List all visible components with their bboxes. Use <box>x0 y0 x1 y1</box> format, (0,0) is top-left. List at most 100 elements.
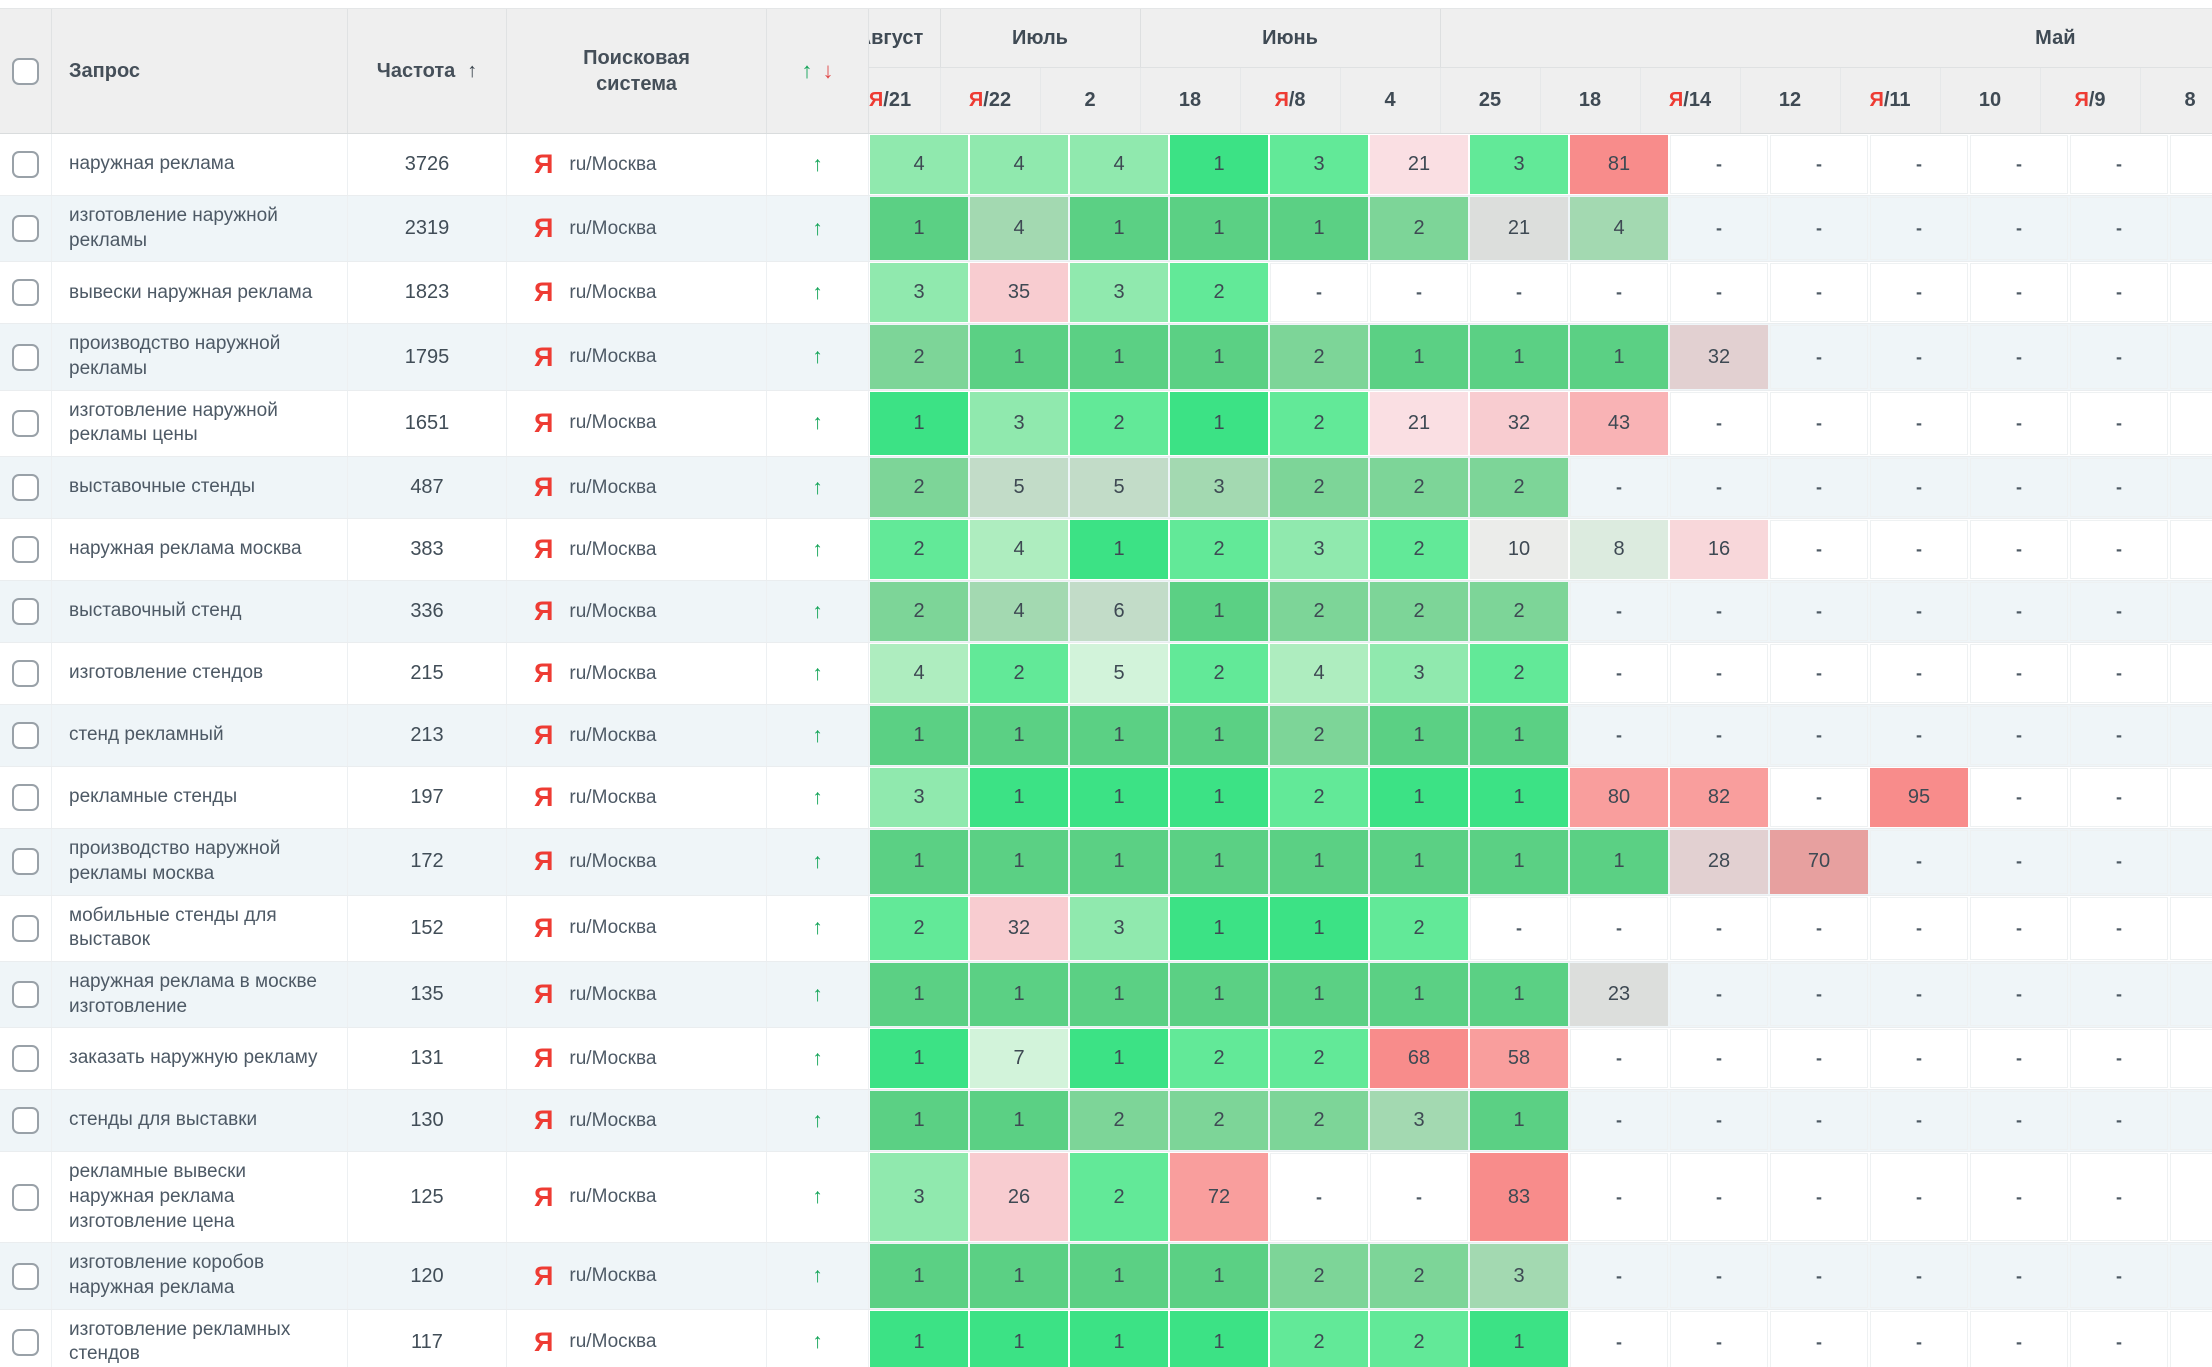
row-checkbox[interactable] <box>12 1328 39 1356</box>
position-cell[interactable]: - <box>1870 830 1968 894</box>
position-cell[interactable]: - <box>2070 1310 2168 1367</box>
position-cell[interactable]: - <box>2170 197 2212 261</box>
position-cell[interactable]: - <box>2170 135 2212 194</box>
position-cell[interactable]: - <box>1670 896 1768 960</box>
position-cell[interactable]: - <box>1770 263 1868 323</box>
position-cell[interactable]: - <box>1570 1091 1668 1151</box>
position-cell[interactable]: 1 <box>1570 325 1668 389</box>
position-cell[interactable]: 1 <box>1070 830 1168 894</box>
position-cell[interactable]: - <box>1770 768 1868 828</box>
row-checkbox[interactable] <box>12 722 39 750</box>
position-cell[interactable]: 1 <box>870 830 968 894</box>
row-checkbox[interactable] <box>12 409 39 437</box>
position-cell[interactable]: - <box>2170 962 2212 1027</box>
position-cell[interactable]: - <box>2070 325 2168 389</box>
position-cell[interactable]: 4 <box>970 135 1068 194</box>
position-cell[interactable]: - <box>1870 135 1968 194</box>
position-cell[interactable]: - <box>1770 706 1868 766</box>
query-cell[interactable]: наружная реклама в москве изготовление <box>52 961 348 1028</box>
position-cell[interactable]: - <box>1670 135 1768 194</box>
position-cell[interactable]: 5 <box>1070 458 1168 518</box>
position-cell[interactable]: - <box>1970 391 2068 456</box>
position-cell[interactable]: 3 <box>1470 1244 1568 1308</box>
position-cell[interactable]: 3 <box>1070 263 1168 323</box>
position-cell[interactable]: - <box>1570 706 1668 766</box>
position-cell[interactable]: - <box>1770 197 1868 261</box>
position-cell[interactable]: - <box>2070 391 2168 456</box>
position-cell[interactable]: 1 <box>970 830 1068 894</box>
position-cell[interactable]: - <box>1870 1310 1968 1367</box>
position-cell[interactable]: 1 <box>1170 830 1268 894</box>
position-cell[interactable]: 1 <box>970 768 1068 828</box>
position-cell[interactable]: - <box>1970 582 2068 642</box>
position-cell[interactable]: - <box>1970 1244 2068 1308</box>
position-cell[interactable]: 1 <box>1370 325 1468 389</box>
row-checkbox[interactable] <box>12 1045 39 1073</box>
position-cell[interactable]: 1 <box>870 1091 968 1151</box>
position-cell[interactable]: - <box>1770 391 1868 456</box>
position-cell[interactable]: 72 <box>1170 1153 1268 1242</box>
position-cell[interactable]: 1 <box>1170 896 1268 960</box>
date-column-header[interactable]: Я/21 <box>869 68 941 133</box>
query-cell[interactable]: производство наружной рекламы <box>52 324 348 390</box>
position-cell[interactable]: - <box>2070 1244 2168 1308</box>
position-cell[interactable]: - <box>1670 1310 1768 1367</box>
position-cell[interactable]: 1 <box>1470 768 1568 828</box>
position-cell[interactable]: 1 <box>970 1091 1068 1151</box>
position-cell[interactable]: - <box>2170 582 2212 642</box>
position-cell[interactable]: 2 <box>1370 1310 1468 1367</box>
position-cell[interactable]: 3 <box>1370 644 1468 704</box>
position-cell[interactable]: 1 <box>1170 325 1268 389</box>
position-cell[interactable]: 1 <box>1270 962 1368 1027</box>
position-cell[interactable]: - <box>1770 1310 1868 1367</box>
position-cell[interactable]: 1 <box>1370 706 1468 766</box>
position-cell[interactable]: - <box>1870 896 1968 960</box>
date-column-header[interactable]: 18 <box>1141 68 1241 133</box>
position-cell[interactable]: 58 <box>1470 1029 1568 1089</box>
row-checkbox[interactable] <box>12 215 39 243</box>
position-cell[interactable]: 2 <box>1470 458 1568 518</box>
query-cell[interactable]: выставочные стенды <box>52 457 348 519</box>
position-cell[interactable]: 2 <box>1170 520 1268 580</box>
position-cell[interactable]: 1 <box>1170 706 1268 766</box>
position-cell[interactable]: - <box>1770 520 1868 580</box>
position-cell[interactable]: - <box>1870 582 1968 642</box>
position-cell[interactable]: 1 <box>1370 962 1468 1027</box>
position-cell[interactable]: - <box>2170 830 2212 894</box>
position-cell[interactable]: - <box>1570 1244 1668 1308</box>
position-cell[interactable]: - <box>1670 197 1768 261</box>
position-cell[interactable]: 1 <box>1570 830 1668 894</box>
position-cell[interactable]: 70 <box>1770 830 1868 894</box>
position-cell[interactable]: - <box>1970 1153 2068 1242</box>
position-cell[interactable]: - <box>1970 263 2068 323</box>
position-cell[interactable]: - <box>1870 1091 1968 1151</box>
position-cell[interactable]: 2 <box>1370 1244 1468 1308</box>
position-cell[interactable]: - <box>2070 135 2168 194</box>
position-cell[interactable]: 1 <box>1270 896 1368 960</box>
position-cell[interactable]: 3 <box>870 1153 968 1242</box>
position-cell[interactable]: - <box>1270 1153 1368 1242</box>
position-cell[interactable]: 28 <box>1670 830 1768 894</box>
row-checkbox[interactable] <box>12 598 39 626</box>
position-cell[interactable]: 1 <box>1070 1310 1168 1367</box>
position-cell[interactable]: - <box>2170 896 2212 960</box>
position-cell[interactable]: 2 <box>1370 197 1468 261</box>
position-cell[interactable]: - <box>1870 197 1968 261</box>
position-cell[interactable]: 1 <box>870 962 968 1027</box>
position-cell[interactable]: 3 <box>1270 520 1368 580</box>
column-header-trend[interactable]: ↑ ↓ <box>767 9 869 133</box>
position-cell[interactable]: 95 <box>1870 768 1968 828</box>
query-cell[interactable]: вывески наружная реклама <box>52 262 348 324</box>
position-cell[interactable]: 1 <box>1470 706 1568 766</box>
position-cell[interactable]: - <box>1570 1310 1668 1367</box>
position-cell[interactable]: 32 <box>1670 325 1768 389</box>
position-cell[interactable]: - <box>1870 520 1968 580</box>
position-cell[interactable]: 21 <box>1370 391 1468 456</box>
position-cell[interactable]: 16 <box>1670 520 1768 580</box>
position-cell[interactable]: 35 <box>970 263 1068 323</box>
position-cell[interactable]: - <box>1770 1244 1868 1308</box>
position-cell[interactable]: - <box>1970 520 2068 580</box>
position-cell[interactable]: - <box>2070 962 2168 1027</box>
position-cell[interactable]: - <box>2070 896 2168 960</box>
position-cell[interactable]: - <box>1970 197 2068 261</box>
